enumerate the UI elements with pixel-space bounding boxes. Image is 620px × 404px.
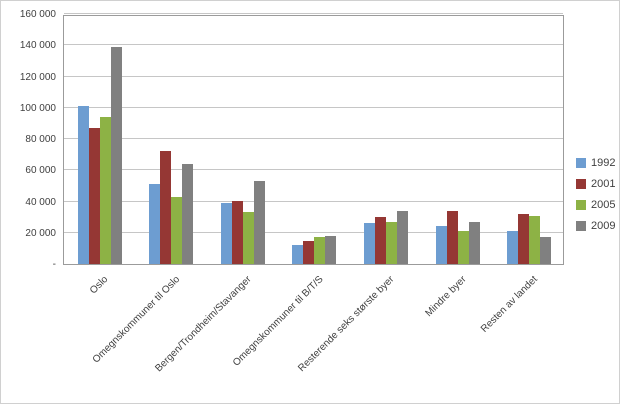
x-tick-label: Mindre byer — [423, 274, 469, 320]
bar-2001 — [231, 201, 243, 264]
bar-group — [136, 16, 208, 264]
legend-swatch — [576, 200, 586, 210]
bar-2001 — [160, 151, 172, 264]
y-tick-label: 160 000 — [19, 9, 56, 20]
bar-2001 — [375, 217, 387, 264]
legend-label: 1992 — [591, 157, 616, 169]
bar-2005 — [99, 117, 111, 264]
bar-2005 — [529, 216, 541, 264]
gridline — [64, 13, 563, 14]
bar-2005 — [457, 231, 469, 264]
legend-label: 2001 — [591, 178, 616, 190]
gridline — [64, 169, 563, 171]
x-tick-label: Oslo — [88, 274, 111, 297]
bar-2009 — [325, 236, 337, 264]
bar-2009 — [540, 237, 552, 264]
bar-1992 — [149, 184, 161, 264]
bar-1992 — [77, 106, 89, 264]
bar-2009 — [397, 211, 409, 264]
legend-item: 2009 — [576, 220, 615, 232]
bar-2005 — [386, 222, 398, 264]
legend-swatch — [576, 221, 586, 231]
y-tick-label: 40 000 — [25, 196, 56, 208]
bar-2001 — [88, 128, 100, 264]
bar-2001 — [446, 211, 458, 264]
bar-1992 — [220, 203, 232, 264]
y-tick-label: - — [52, 259, 56, 270]
y-tick-label: 140 000 — [19, 40, 56, 52]
bar-2005 — [242, 212, 254, 264]
bar-2009 — [253, 181, 265, 264]
bar-2009 — [182, 164, 194, 264]
bar-2005 — [314, 237, 326, 264]
legend-item: 2001 — [576, 178, 615, 190]
bar-2009 — [468, 222, 480, 264]
gridline — [64, 231, 563, 233]
bar-1992 — [435, 226, 447, 264]
bar-2009 — [110, 47, 122, 264]
bar-group — [279, 16, 351, 264]
gridline — [64, 200, 563, 202]
bar-2001 — [518, 214, 530, 264]
bar-1992 — [507, 231, 519, 264]
bar-2001 — [303, 241, 315, 264]
gridline — [64, 75, 563, 77]
bar-group — [422, 16, 494, 264]
x-tick-label: Resten av landet — [479, 274, 540, 335]
bar-2005 — [171, 197, 183, 264]
plot-area — [63, 13, 565, 265]
y-tick-label: 80 000 — [25, 134, 56, 145]
legend-label: 2005 — [591, 199, 616, 211]
bar-group — [350, 16, 422, 264]
gridline — [64, 138, 563, 139]
legend-label: 2009 — [591, 220, 616, 232]
bar-group — [207, 16, 279, 264]
legend-item: 1992 — [576, 157, 615, 169]
bar-group — [64, 16, 136, 264]
legend-item: 2005 — [576, 199, 615, 211]
legend-swatch — [576, 158, 586, 168]
bar-1992 — [292, 245, 304, 264]
y-tick-label: 60 000 — [25, 165, 56, 177]
bar-1992 — [364, 223, 376, 264]
bar-group — [493, 16, 565, 264]
gridline — [64, 106, 563, 108]
y-tick-label: 100 000 — [19, 102, 56, 114]
y-tick-label: 20 000 — [25, 227, 56, 239]
legend-swatch — [576, 179, 586, 189]
gridline — [64, 44, 563, 46]
legend: 1992 2001 2005 2009 — [576, 157, 615, 232]
y-tick-label: 120 000 — [19, 71, 56, 83]
